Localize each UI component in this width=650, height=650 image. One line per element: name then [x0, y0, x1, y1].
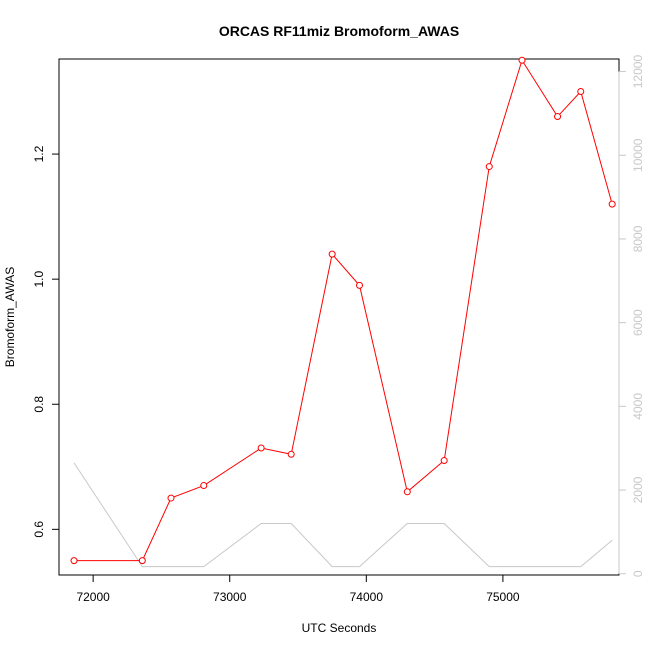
y2-tick-label: 12000	[631, 55, 645, 89]
y2-tick-label: 6000	[631, 309, 645, 336]
y-tick-label: 0.8	[32, 396, 46, 413]
data-point	[355, 281, 363, 289]
data-point	[577, 88, 585, 96]
y-tick-label: 1.2	[32, 145, 46, 162]
data-point	[200, 482, 208, 490]
x-axis: 72000 73000 74000 75000	[76, 574, 520, 604]
y2-tick-label: 10000	[631, 138, 645, 172]
data-point	[403, 488, 411, 496]
x-tick-label: 75000	[486, 590, 520, 604]
x-tick-label: 74000	[350, 590, 384, 604]
x-axis-label: UTC Seconds	[302, 621, 377, 635]
y-axis-label: Bromoform_AWAS	[3, 267, 17, 367]
data-point	[70, 557, 78, 565]
data-point	[440, 457, 448, 465]
series-line-right	[73, 462, 613, 568]
y2-tick-label: 4000	[631, 393, 645, 420]
data-point	[167, 494, 175, 502]
data-point	[608, 200, 616, 208]
y-axis-left: 0.6 0.8 1.0 1.2	[32, 145, 60, 538]
data-point	[287, 450, 295, 458]
y-axis-right: 0 2000 4000 6000 8000 10000 12000	[618, 55, 645, 577]
y2-tick-label: 8000	[631, 225, 645, 252]
data-point	[554, 113, 562, 121]
x-tick-label: 72000	[76, 590, 110, 604]
x-tick-label: 73000	[213, 590, 247, 604]
data-point	[257, 444, 265, 452]
y-tick-label: 1.0	[32, 270, 46, 287]
y2-tick-label: 2000	[631, 476, 645, 503]
data-point	[328, 250, 336, 258]
data-point	[485, 163, 493, 171]
series-layer	[70, 56, 616, 568]
y-tick-label: 0.6	[32, 521, 46, 538]
chart-title: ORCAS RF11miz Bromoform_AWAS	[219, 23, 459, 39]
data-point	[138, 557, 146, 565]
y2-tick-label: 0	[631, 570, 645, 577]
data-point	[518, 56, 526, 64]
